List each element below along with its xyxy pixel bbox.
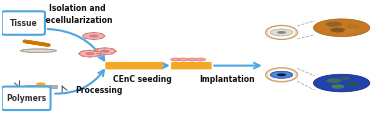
FancyBboxPatch shape [171,62,212,69]
Circle shape [100,38,103,39]
Circle shape [313,19,370,37]
Circle shape [99,53,102,54]
Circle shape [81,51,84,52]
Circle shape [88,56,91,57]
Ellipse shape [94,48,116,55]
Text: Isolation and
decellularization: Isolation and decellularization [40,4,113,25]
FancyBboxPatch shape [2,87,51,110]
Circle shape [36,82,46,85]
Text: Polymers: Polymers [6,94,46,103]
Circle shape [187,58,197,61]
Circle shape [178,58,188,61]
Circle shape [100,33,103,34]
Ellipse shape [79,50,101,57]
Circle shape [270,71,293,78]
Circle shape [171,58,181,61]
Circle shape [92,39,95,40]
Circle shape [346,24,359,29]
Circle shape [96,55,99,56]
Circle shape [85,38,88,39]
Circle shape [85,33,88,34]
Ellipse shape [21,49,56,52]
Circle shape [78,53,81,54]
Bar [37,88,45,93]
Circle shape [114,51,117,52]
Circle shape [331,84,345,89]
Ellipse shape [89,35,98,37]
FancyBboxPatch shape [2,11,45,35]
Circle shape [344,30,355,33]
Circle shape [341,77,350,80]
Circle shape [111,48,114,49]
Circle shape [81,55,84,56]
Circle shape [111,53,114,54]
Circle shape [104,54,107,55]
Bar [25,85,57,88]
Circle shape [277,73,286,76]
Ellipse shape [268,27,295,38]
Circle shape [92,32,95,33]
Ellipse shape [100,50,110,53]
Text: Tissue: Tissue [9,19,37,27]
Circle shape [82,35,85,36]
FancyBboxPatch shape [105,62,163,69]
Text: Implantation: Implantation [199,75,255,84]
Circle shape [327,78,342,83]
Circle shape [88,50,91,51]
Text: CEnC seeding: CEnC seeding [113,75,172,84]
Circle shape [96,51,99,52]
Circle shape [196,58,206,61]
Circle shape [103,35,106,36]
Ellipse shape [268,69,295,81]
Circle shape [313,74,370,92]
Ellipse shape [266,68,297,82]
Circle shape [96,48,99,49]
Circle shape [270,29,293,36]
Circle shape [277,31,286,34]
Ellipse shape [85,52,94,55]
Circle shape [326,22,342,27]
Circle shape [96,53,99,54]
Ellipse shape [266,25,297,40]
Circle shape [330,28,345,32]
Circle shape [347,82,359,86]
Circle shape [93,51,96,52]
Circle shape [104,47,107,48]
Ellipse shape [83,33,105,39]
Text: Processing: Processing [75,86,122,95]
